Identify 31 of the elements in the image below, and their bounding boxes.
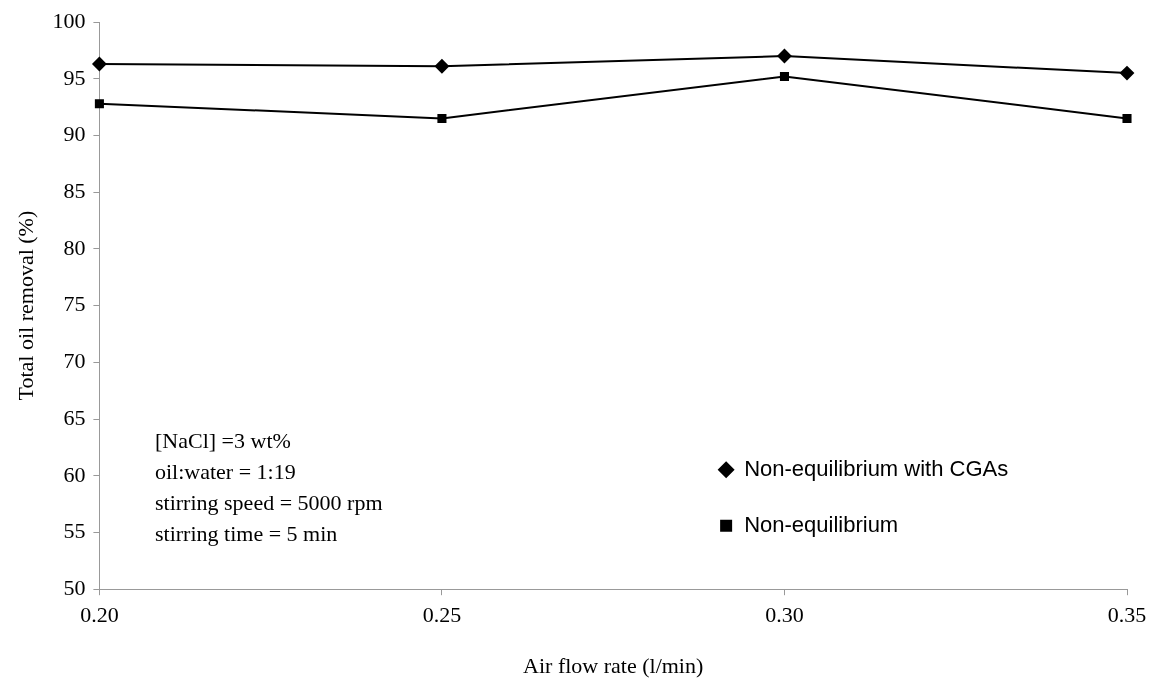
point [1120,66,1134,81]
point [1122,113,1132,123]
x-tick-label: 0.30 [765,602,804,628]
y-tick-label: 100 [52,7,86,33]
point [92,56,107,71]
y-tick-label: 50 [63,574,86,600]
legend-label: Non-equilibrium with CGAs [744,455,1009,481]
point [94,99,104,109]
x-tick-label: 0.20 [80,602,119,628]
x-tick-label: 0.25 [422,602,462,628]
y-tick-label: 75 [63,291,86,317]
y-tick-label: 85 [63,177,86,203]
annotation: stirring time = 5 min [155,520,339,548]
y-tick-label: 90 [63,121,86,147]
y-tick-label: 60 [63,461,86,487]
y-tick-label: 65 [63,404,86,430]
x-axis-title: Air flow rate (l/min) [523,652,704,678]
annotation: stirring speed = 5000 rpm [155,489,383,517]
y-axis-title: Total oil removal (%) [12,210,38,401]
y-tick-label: 70 [63,348,86,374]
point [777,49,792,64]
annotation: [NaCl] =3 wt% [155,427,292,455]
point [779,71,789,81]
y-tick-label: 95 [63,64,86,90]
x-tick-label: 0.35 [1107,602,1147,628]
y-tick-label: 80 [63,234,86,260]
annotation: oil:water = 1:19 [155,458,297,486]
point [434,59,449,74]
point [437,113,447,123]
y-tick-label: 55 [63,518,86,544]
legend-label: Non-equilibrium [744,511,899,537]
